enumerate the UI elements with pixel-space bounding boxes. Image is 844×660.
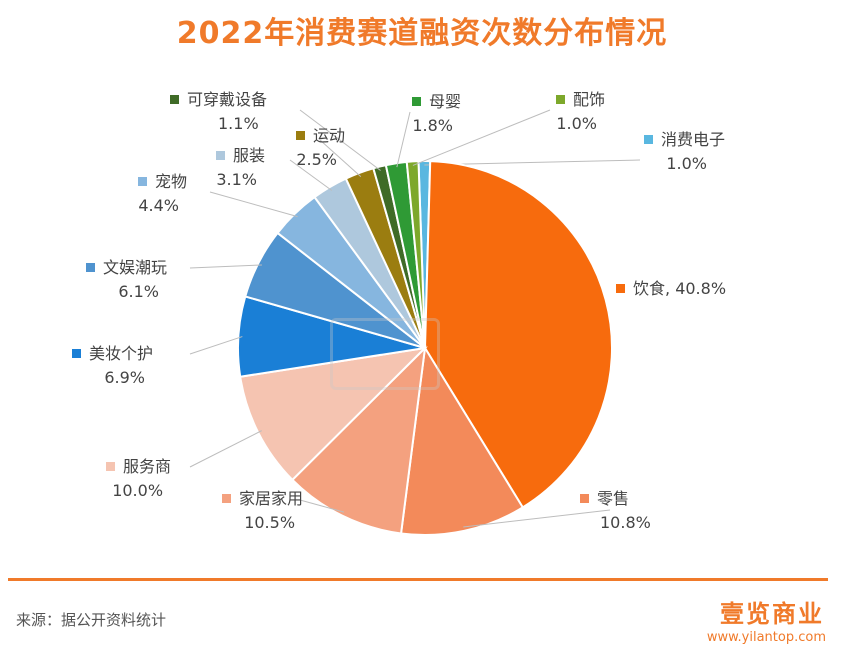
leader-line-2: [463, 509, 611, 528]
slice-value: 1.0%: [556, 114, 598, 133]
slice-name: 宠物: [155, 172, 188, 191]
leader-line-9: [319, 139, 362, 178]
slice-name: 配饰: [573, 90, 606, 109]
label-sports: 运动 2.5%: [296, 124, 345, 172]
slice-name: 文娱潮玩: [103, 258, 168, 277]
watermark-logo: [330, 318, 440, 390]
slice-value: 10.8%: [600, 513, 651, 532]
slice-name: 零售: [597, 489, 630, 508]
legend-swatch: [106, 462, 115, 471]
slice-value: 6.9%: [104, 368, 146, 387]
legend-swatch: [296, 131, 305, 140]
slice-name: 饮食: [633, 279, 666, 298]
leader-line-3: [299, 499, 345, 513]
label-apparel: 服装 3.1%: [216, 144, 265, 192]
label-home: 家居家用 10.5%: [222, 487, 303, 535]
slice-value: 4.4%: [138, 196, 180, 215]
pie-slice-3: [290, 345, 427, 535]
legend-swatch: [216, 151, 225, 160]
legend-swatch: [556, 95, 565, 104]
leader-line-4: [189, 430, 262, 468]
label-service: 服务商 10.0%: [106, 455, 171, 503]
slice-value: 2.5%: [296, 150, 338, 169]
leader-line-12: [412, 109, 551, 166]
slice-name: 美妆个护: [89, 344, 154, 363]
pie-slice-12: [405, 160, 426, 349]
footer-divider: [8, 578, 828, 581]
slice-value: 3.1%: [216, 170, 258, 189]
leader-line-10: [299, 109, 381, 171]
legend-swatch: [644, 135, 653, 144]
slice-value: 1.0%: [666, 154, 708, 173]
slice-name: 可穿戴设备: [187, 90, 268, 109]
label-beauty: 美妆个护 6.9%: [72, 342, 153, 390]
slice-value: 10.5%: [244, 513, 296, 532]
label-food: 饮食, 40.8%: [616, 277, 726, 301]
slice-value: 1.8%: [412, 116, 454, 135]
slice-name: 服务商: [123, 457, 172, 476]
legend-swatch: [222, 494, 231, 503]
label-retail: 零售 10.8%: [580, 487, 651, 535]
chart-title: 2022年消费赛道融资次数分布情况: [176, 16, 668, 51]
slice-name: 家居家用: [239, 489, 304, 508]
slice-name: 运动: [313, 126, 346, 145]
brand-logo: 壹览商业: [720, 600, 824, 628]
slice-name: 服装: [233, 146, 266, 165]
pie-chart: [189, 109, 641, 536]
legend-swatch: [580, 494, 589, 503]
slice-name: 消费电子: [661, 130, 726, 149]
pie-slice-2: [399, 345, 525, 536]
brand-url: www.yilantop.com: [706, 630, 826, 645]
pie-slice-1: [423, 160, 613, 509]
label-accessories: 配饰 1.0%: [556, 88, 605, 136]
legend-swatch: [138, 177, 147, 186]
legend-swatch: [616, 284, 625, 293]
leader-line-5: [189, 336, 243, 355]
leader-line-8: [289, 159, 333, 191]
label-maternal: 母婴 1.8%: [412, 90, 461, 138]
legend-swatch: [86, 263, 95, 272]
leader-line-7: [209, 191, 298, 218]
source-note: 来源：据公开资料统计: [16, 611, 167, 629]
slice-name: 母婴: [429, 92, 462, 111]
legend-swatch: [412, 97, 421, 106]
slice-value: 40.8%: [675, 279, 727, 298]
legend-swatch: [170, 95, 179, 104]
legend-swatch: [72, 349, 81, 358]
label-wearables: 可穿戴设备 1.1%: [170, 88, 267, 136]
leader-line-11: [396, 111, 411, 168]
slice-value: 1.1%: [218, 114, 259, 133]
leader-line-6: [189, 264, 262, 269]
slice-value: 10.0%: [112, 481, 164, 500]
label-pet: 宠物 4.4%: [138, 170, 187, 218]
label-entertainment: 文娱潮玩 6.1%: [86, 256, 167, 304]
slice-value: 6.1%: [118, 282, 160, 301]
label-consumer-electronics: 消费电子 1.0%: [644, 128, 725, 176]
